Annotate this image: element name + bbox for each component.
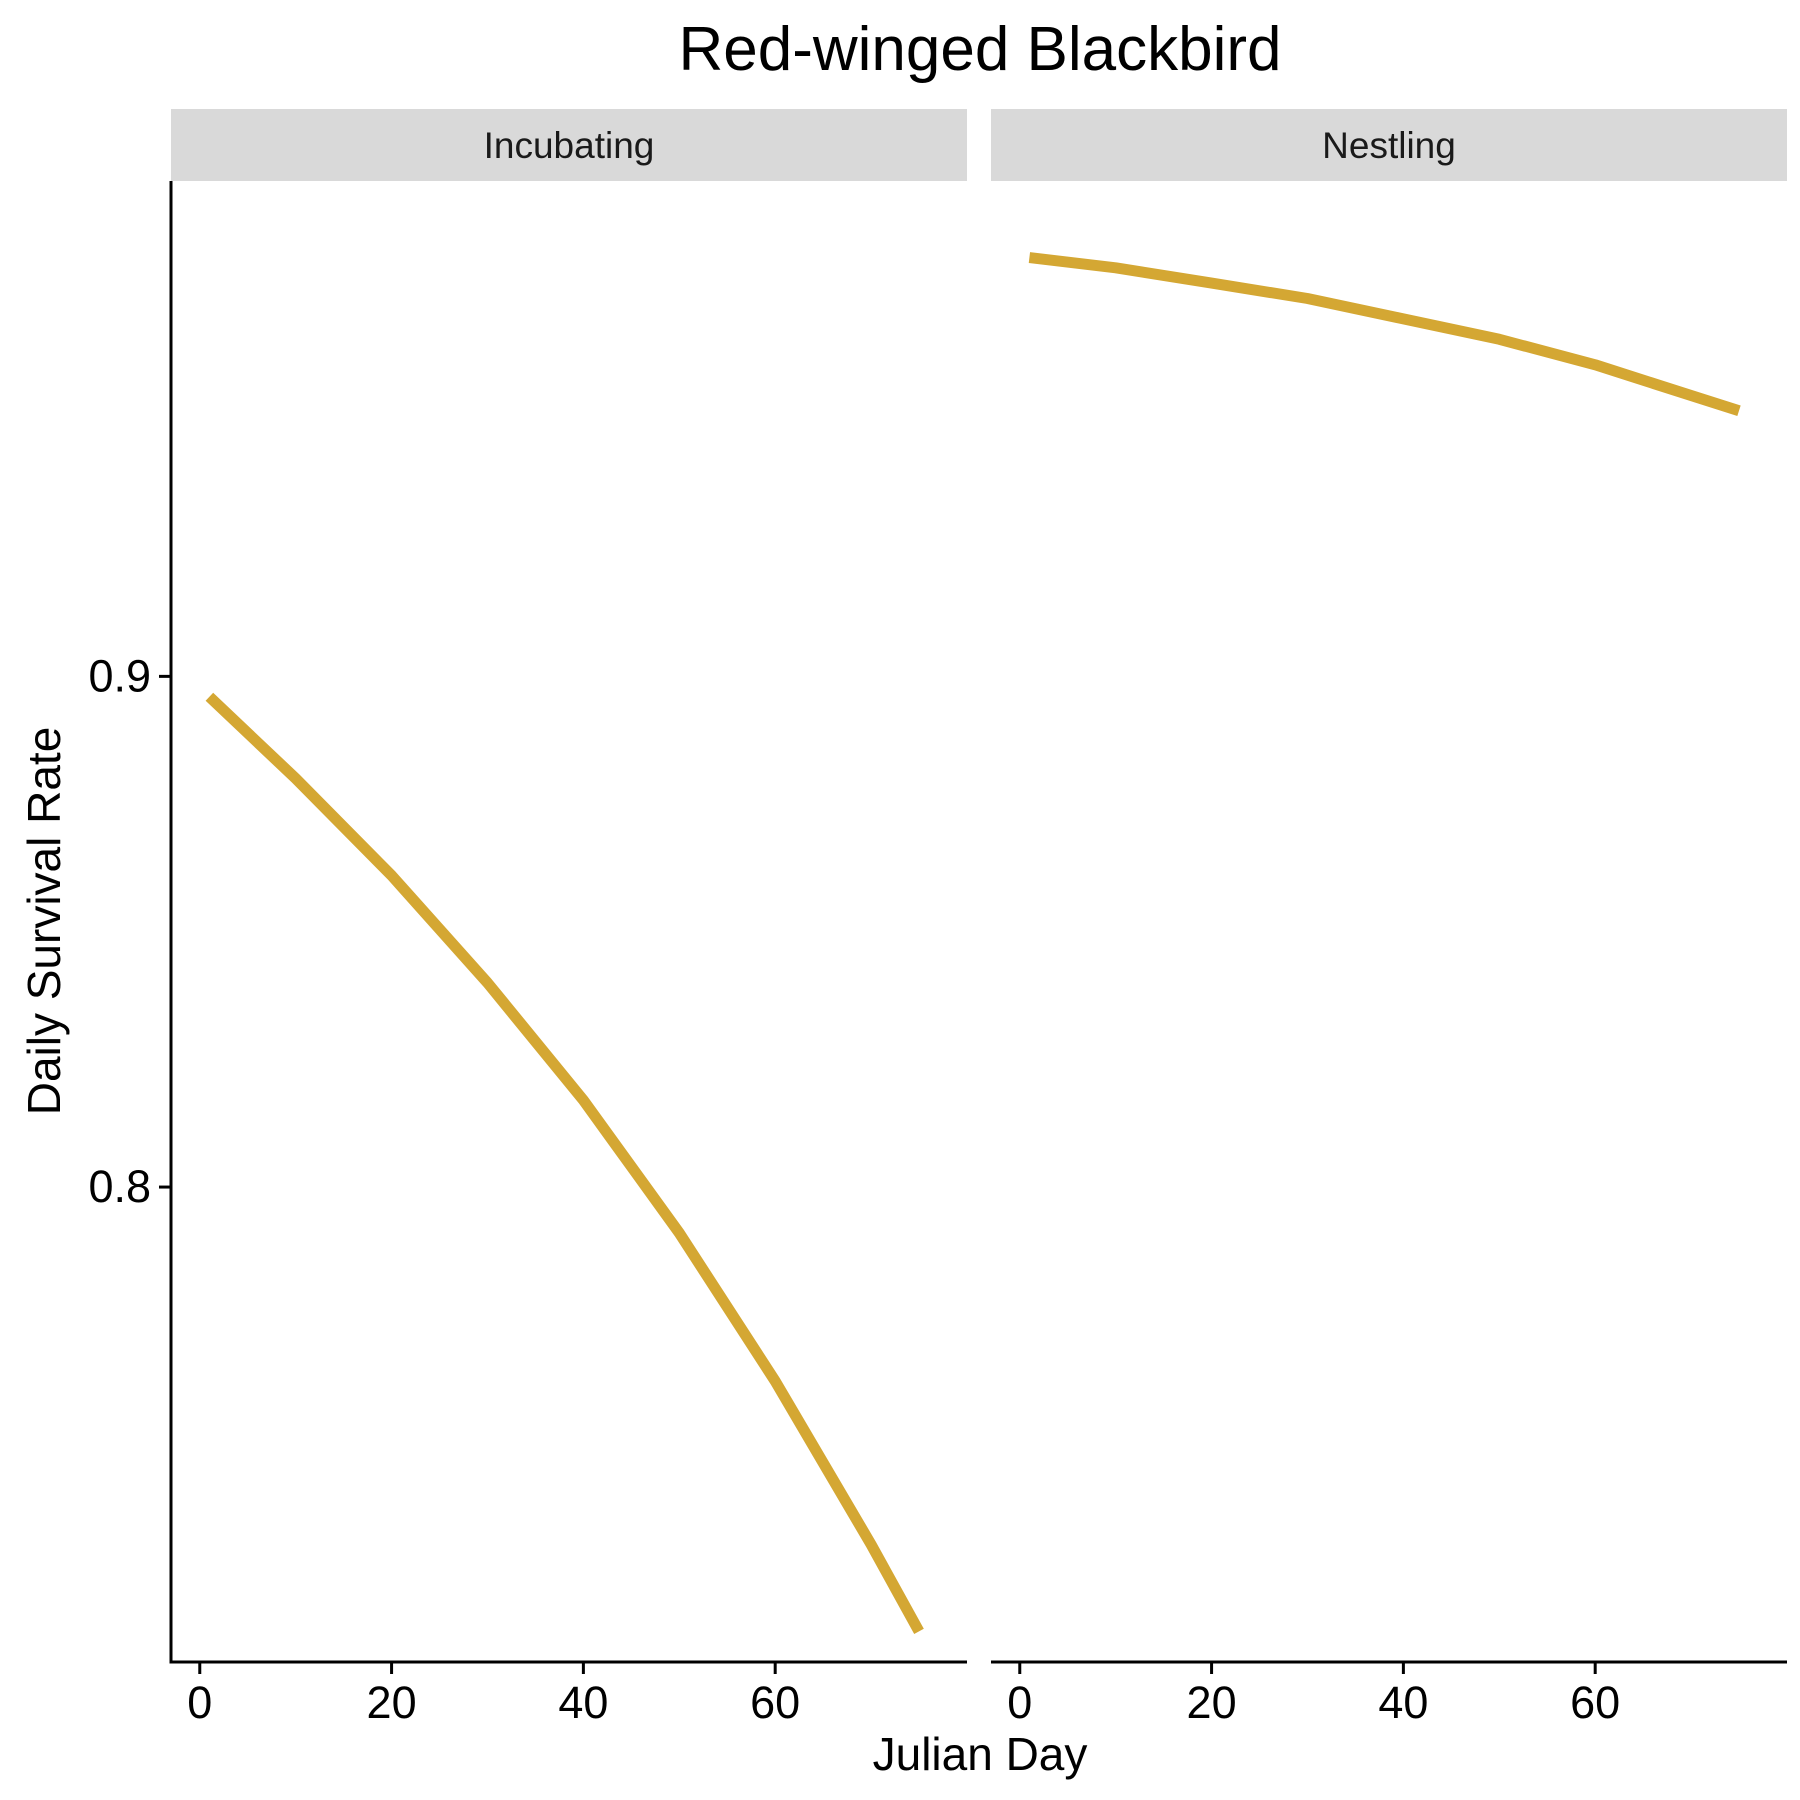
panel-nestling: Nestling 0 20 40 60: [991, 109, 1787, 1728]
y-axis-title: Daily Survival Rate: [18, 727, 70, 1116]
panel-incubating: Incubating 0 20 40 60 0.8 0.9: [88, 109, 967, 1728]
x-tick-label: 60: [750, 1677, 800, 1728]
x-tick-label: 60: [1570, 1677, 1620, 1728]
x-tick-label: 40: [1378, 1677, 1428, 1728]
chart-title: Red-winged Blackbird: [678, 15, 1281, 84]
x-tick-label: 20: [1187, 1677, 1237, 1728]
series-line: [205, 692, 924, 1635]
y-tick-label: 0.8: [88, 1161, 151, 1212]
x-tick-label: 40: [558, 1677, 608, 1728]
series-line: [1028, 252, 1741, 417]
x-tick-label: 0: [1007, 1677, 1032, 1728]
x-axis-title: Julian Day: [873, 1728, 1088, 1780]
panels-group: Incubating 0 20 40 60 0.8 0.9 Nestling 0 20 40 60: [88, 109, 1787, 1728]
x-tick-label: 0: [187, 1677, 212, 1728]
facet-strip-label: Nestling: [1322, 125, 1456, 166]
y-tick-label: 0.9: [88, 650, 151, 701]
x-tick-label: 20: [367, 1677, 417, 1728]
facet-strip: [171, 109, 967, 181]
facet-strip: [991, 109, 1787, 181]
facet-strip-label: Incubating: [484, 125, 655, 166]
